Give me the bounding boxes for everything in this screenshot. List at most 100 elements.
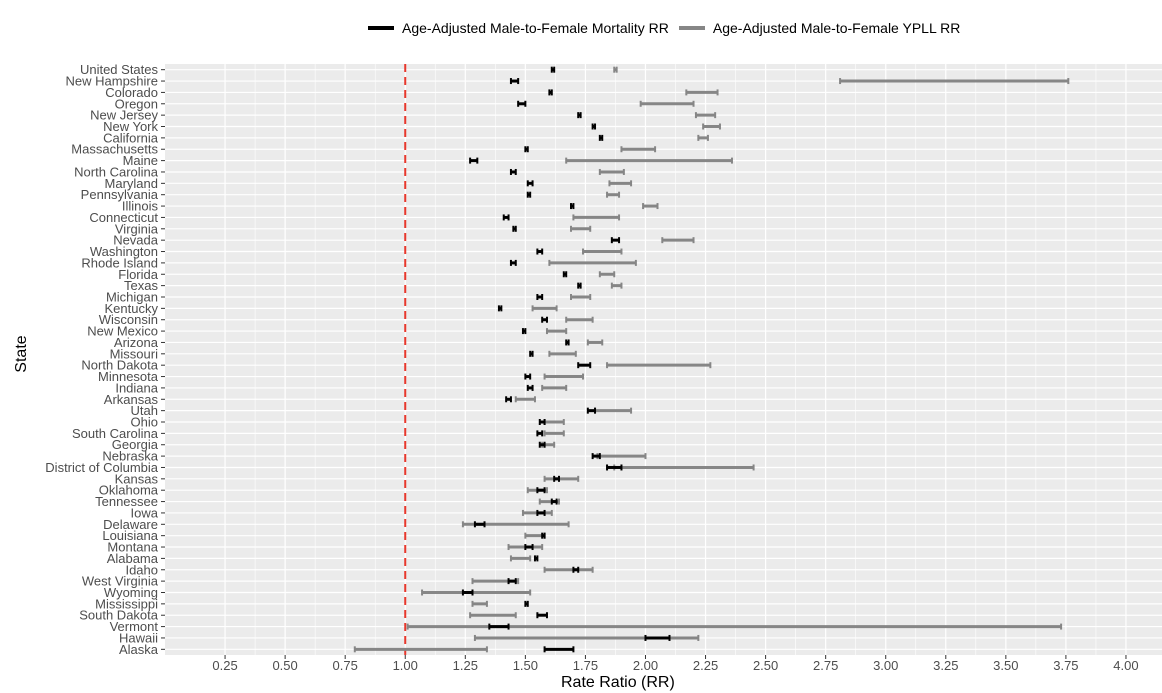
y-tick-label: Wyoming <box>104 585 158 600</box>
mortality-errorbar <box>536 293 544 300</box>
mortality-errorbar <box>565 339 570 346</box>
yll-errorbar <box>548 259 637 266</box>
y-tick-label: Pennsylvania <box>81 187 159 202</box>
y-tick-label: Minnesota <box>98 369 159 384</box>
y-tick-label: New York <box>103 119 158 134</box>
y-tick-label: South Carolina <box>72 426 159 441</box>
mortality-errorbar <box>524 373 532 380</box>
y-tick-label: New Hampshire <box>66 74 158 89</box>
mortality-errorbar <box>606 464 623 471</box>
mortality-errorbar <box>533 555 539 562</box>
yll-errorbar <box>543 430 565 437</box>
y-tick-label: South Dakota <box>79 608 159 623</box>
mortality-errorbar <box>536 430 544 437</box>
mortality-errorbar <box>543 646 575 653</box>
yll-errorbar <box>471 600 488 607</box>
mortality-errorbar <box>577 362 592 369</box>
yll-errorbar <box>613 66 618 73</box>
mortality-errorbar <box>536 248 544 255</box>
x-tick-label: 1.00 <box>393 658 418 673</box>
y-tick-label: District of Columbia <box>45 460 158 475</box>
mortality-errorbar <box>541 532 546 539</box>
yll-errorbar <box>606 191 621 198</box>
y-tick-label: Montana <box>107 540 158 555</box>
y-tick-label: Rhode Island <box>81 255 158 270</box>
x-tick-label: 3.00 <box>873 658 898 673</box>
y-tick-label: Nebraska <box>102 449 158 464</box>
mortality-errorbar <box>610 237 621 244</box>
yll-errorbar <box>697 134 709 141</box>
mortality-errorbar <box>591 123 597 130</box>
x-tick-label: 2.50 <box>753 658 778 673</box>
yll-errorbar <box>543 566 594 573</box>
yll-errorbar <box>531 305 558 312</box>
y-tick-label: Colorado <box>105 85 158 100</box>
y-tick-label: Michigan <box>106 289 158 304</box>
mortality-errorbar <box>553 475 560 482</box>
mortality-errorbar <box>577 282 582 289</box>
y-tick-label: New Mexico <box>87 324 158 339</box>
yll-errorbar <box>661 237 695 244</box>
y-tick-label: Massachusetts <box>71 142 158 157</box>
yll-errorbar <box>353 646 488 653</box>
mortality-errorbar <box>550 66 556 73</box>
mortality-errorbar <box>562 271 568 278</box>
plot-panel <box>165 64 1162 655</box>
y-tick-label: Missouri <box>110 346 159 361</box>
mortality-errorbar <box>644 634 671 641</box>
grid-lines <box>165 64 1162 655</box>
y-tick-label: North Carolina <box>74 164 159 179</box>
yll-errorbar <box>565 157 733 164</box>
yll-errorbar <box>685 89 719 96</box>
yll-errorbar <box>469 612 517 619</box>
y-tick-label: Virginia <box>115 221 159 236</box>
x-axis-title: Rate Ratio (RR) <box>561 674 675 691</box>
y-tick-label: Maryland <box>105 176 158 191</box>
mortality-errorbar <box>505 396 512 403</box>
yll-errorbar <box>610 282 623 289</box>
x-tick-label: 2.75 <box>813 658 838 673</box>
mortality-errorbar <box>577 112 582 119</box>
x-tick-label: 3.25 <box>933 658 958 673</box>
mortality-errorbar <box>536 509 546 516</box>
yll-errorbar <box>608 180 633 187</box>
legend-key-mortality <box>368 26 394 30</box>
y-axis-title: State <box>13 335 30 373</box>
y-tick-label: Florida <box>118 267 159 282</box>
yll-errorbar <box>598 168 625 175</box>
y-tick-label: Nevada <box>113 233 159 248</box>
y-tick-label: Kansas <box>115 471 159 486</box>
mortality-errorbar <box>497 305 503 312</box>
yll-errorbar <box>839 78 1070 85</box>
yll-errorbar <box>606 362 712 369</box>
legend-item-yll: Age-Adjusted Male-to-Female YPLL RR <box>678 20 960 36</box>
mortality-errorbar <box>524 600 529 607</box>
legend-item-mortality: Age-Adjusted Male-to-Female Mortality RR <box>368 20 669 36</box>
yll-errorbar <box>406 623 1063 630</box>
mortality-errorbar <box>598 134 604 141</box>
yll-errorbar <box>642 203 659 210</box>
x-tick-label: 2.25 <box>693 658 718 673</box>
yll-errorbar <box>570 225 592 232</box>
yll-errorbar <box>545 328 568 335</box>
mortality-errorbar <box>548 89 553 96</box>
mortality-errorbar <box>512 225 517 232</box>
x-tick-label: 3.50 <box>993 658 1018 673</box>
mortality-errorbar <box>509 78 520 85</box>
yll-errorbar <box>586 339 604 346</box>
yll-errorbar <box>702 123 721 130</box>
y-tick-label: Louisiana <box>102 528 158 543</box>
x-tick-label: 1.50 <box>513 658 538 673</box>
legend: Age-Adjusted Male-to-Female Mortality RR… <box>368 16 970 40</box>
y-tick-label: Hawaii <box>119 630 158 645</box>
x-tick-label: 0.75 <box>333 658 358 673</box>
mortality-errorbar <box>469 157 479 164</box>
y-tick-label: Mississippi <box>95 596 158 611</box>
x-axis: 0.25 0.50 0.75 1.00 1.25 1.50 1.75 2.00 2.25 2.50… <box>212 655 1139 673</box>
mortality-errorbar <box>509 259 517 266</box>
mortality-errorbar <box>524 146 529 153</box>
y-tick-label: United States <box>80 62 159 77</box>
y-tick-label: Alabama <box>107 551 159 566</box>
